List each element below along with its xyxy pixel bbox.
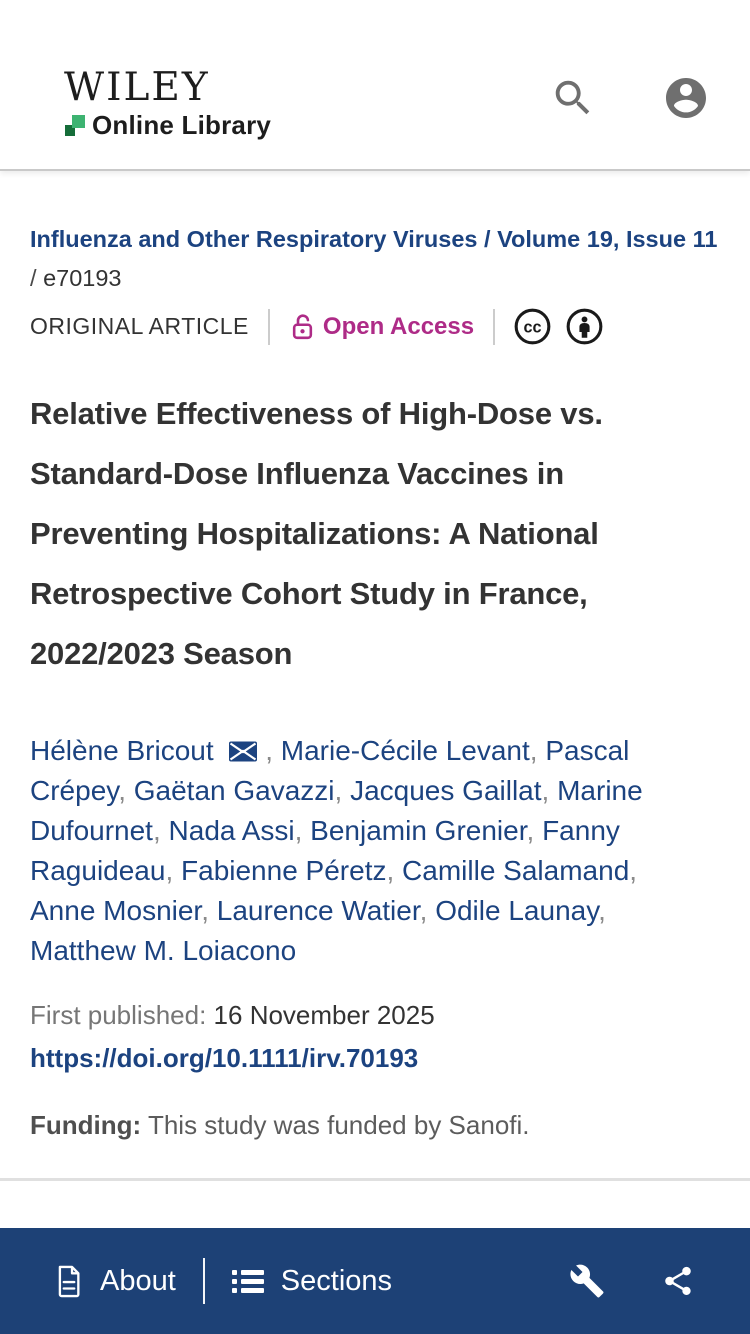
first-published-label: First published: [30, 1000, 207, 1030]
first-published-date: 16 November 2025 [213, 1000, 435, 1030]
author-separator: , [152, 815, 169, 846]
article-id: e70193 [43, 265, 122, 291]
author-separator: , [118, 775, 134, 806]
svg-text:cc: cc [524, 319, 542, 337]
content-divider [0, 1178, 750, 1181]
breadcrumb-journal-link[interactable]: Influenza and Other Respiratory Viruses [30, 226, 478, 252]
author-separator: , [265, 735, 281, 766]
article-type-label: ORIGINAL ARTICLE [30, 313, 249, 339]
about-button[interactable]: About [55, 1265, 176, 1298]
breadcrumb-volume-link[interactable]: Volume 19, Issue 11 [497, 226, 718, 252]
list-icon [231, 1269, 264, 1293]
open-lock-icon [292, 313, 313, 339]
author-link[interactable]: Matthew M. Loiacono [30, 935, 297, 966]
author-link[interactable]: Marie-Cécile Levant [280, 735, 530, 766]
author-link[interactable]: Gaëtan Gavazzi [133, 775, 335, 806]
account-icon [666, 78, 706, 118]
breadcrumb: Influenza and Other Respiratory Viruses … [30, 220, 722, 298]
search-icon [555, 80, 590, 115]
author-link[interactable]: Marine Dufournet [30, 775, 643, 846]
author-separator: , [419, 895, 436, 926]
author-link[interactable]: Fanny Raguideau [30, 815, 620, 886]
author-separator: , [541, 775, 558, 806]
breadcrumb-separator: / [30, 265, 37, 291]
author-separator: , [201, 895, 217, 926]
search-button[interactable] [550, 75, 596, 121]
author-link[interactable]: Odile Launay [435, 895, 599, 926]
author-separator: , [334, 775, 351, 806]
author-separator: , [526, 815, 543, 846]
site-header: WILEY Online Library [0, 0, 750, 171]
doi-link[interactable]: https://doi.org/10.1111/irv.70193 [30, 1043, 419, 1073]
license-badge[interactable]: cc [514, 308, 603, 345]
bottom-toolbar: About Sections [0, 1228, 750, 1334]
wiley-logo-subtitle: Online Library [92, 110, 272, 140]
wiley-logo-mark-icon [64, 115, 85, 136]
email-envelope-icon[interactable] [229, 741, 258, 762]
tools-button[interactable] [569, 1263, 605, 1299]
document-icon [58, 1265, 80, 1297]
author-link[interactable]: Laurence Watier [216, 895, 420, 926]
cc-icon: cc [514, 308, 551, 345]
article-title: Relative Effectiveness of High-Dose vs. … [30, 396, 603, 671]
wrench-icon [570, 1264, 604, 1298]
author-list: Hélène Bricout , Marie-Cécile Levant, Pa… [30, 731, 702, 971]
author-separator: , [386, 855, 403, 886]
author-link[interactable]: Jacques Gaillat [350, 775, 542, 806]
wiley-wordmark: WILEY [64, 65, 210, 110]
author-link[interactable]: Benjamin Grenier [310, 815, 527, 846]
author-link[interactable]: Hélène Bricout [30, 735, 214, 766]
toolbar-right-actions [569, 1263, 695, 1299]
sections-label: Sections [280, 1264, 393, 1297]
wiley-logo[interactable]: WILEY Online Library [64, 68, 271, 141]
share-icon [665, 1266, 691, 1296]
breadcrumb-separator: / [484, 226, 491, 252]
share-button[interactable] [661, 1264, 695, 1298]
cc-by-icon [566, 308, 603, 345]
author-separator: , [598, 895, 606, 926]
about-label: About [100, 1264, 176, 1297]
funding-text: This study was funded by Sanofi. [147, 1110, 530, 1140]
author-link[interactable]: Anne Mosnier [30, 895, 202, 926]
account-button[interactable] [662, 74, 710, 122]
funding-label: Funding: [30, 1110, 142, 1140]
author-link[interactable]: Camille Salamand [402, 855, 630, 886]
header-actions [550, 74, 710, 122]
author-link[interactable]: Nada Assi [168, 815, 295, 846]
sections-button[interactable]: Sections [231, 1264, 393, 1298]
author-separator: , [294, 815, 311, 846]
vertical-divider [493, 308, 496, 345]
first-published-line: First published: 16 November 2025 [30, 1000, 435, 1031]
author-link[interactable]: Fabienne Péretz [181, 855, 387, 886]
toolbar-divider [202, 1258, 205, 1304]
vertical-divider [267, 308, 270, 345]
author-separator: , [629, 855, 638, 886]
author-separator: , [165, 855, 182, 886]
open-access-badge: Open Access [289, 313, 474, 341]
article-meta-row: ORIGINAL ARTICLE Open Access cc [30, 308, 722, 345]
open-access-label: Open Access [322, 312, 475, 340]
funding-line: Funding: This study was funded by Sanofi… [30, 1110, 530, 1141]
author-link[interactable]: Pascal Crépey [30, 735, 630, 806]
author-separator: , [529, 735, 546, 766]
